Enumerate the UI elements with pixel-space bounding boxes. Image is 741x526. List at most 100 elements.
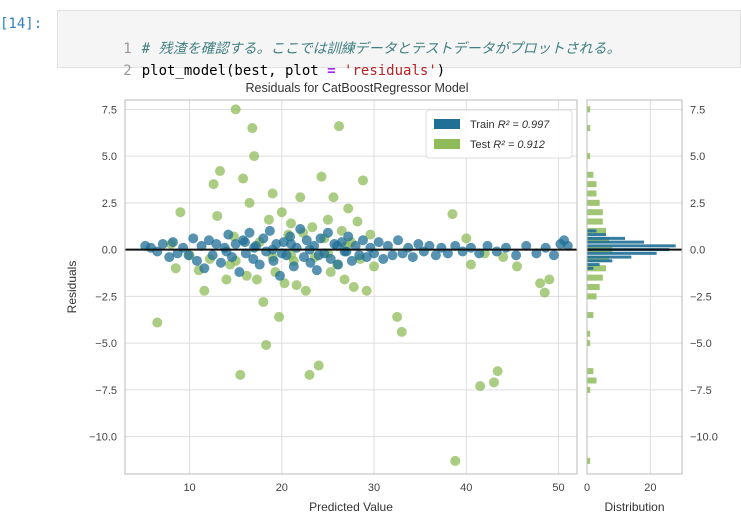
right-y-tick-label: 2.5 <box>690 198 705 210</box>
test-hist-bar <box>587 199 600 206</box>
test-point <box>361 285 372 296</box>
train-point <box>264 225 275 236</box>
test-point <box>286 218 297 229</box>
train-point <box>288 261 299 272</box>
legend-swatch-train <box>434 119 460 129</box>
train-point <box>305 257 316 268</box>
code-comment: # 残渣を確認する。ここでは訓練データとテストデータがプロットされる。 <box>141 41 621 57</box>
legend-label-r2: R² = 0.912 <box>493 139 545 151</box>
x-axis-label: Predicted Value <box>309 500 393 514</box>
test-point <box>212 210 223 221</box>
legend-label-test: Test R² = 0.912 <box>470 139 545 151</box>
y-tick-label: 7.5 <box>102 104 117 116</box>
test-point <box>488 377 499 388</box>
test-point <box>251 274 262 285</box>
train-point <box>298 252 309 263</box>
test-point <box>392 311 403 322</box>
train-point <box>548 250 559 261</box>
test-hist-bar <box>587 284 600 290</box>
dist-background <box>587 100 682 474</box>
test-point <box>343 203 354 214</box>
chart-title: Residuals for CatBoostRegressor Model <box>245 81 468 95</box>
test-point <box>175 207 186 218</box>
train-point <box>350 240 361 251</box>
test-hist-bar <box>587 106 591 113</box>
train-point <box>215 257 226 268</box>
train-point <box>361 252 372 263</box>
test-point <box>544 274 555 285</box>
train-point <box>188 233 199 244</box>
train-point <box>295 224 306 235</box>
plot-frame <box>124 99 578 475</box>
train-point <box>346 255 357 266</box>
train-point <box>285 231 296 242</box>
test-hist-bar <box>587 181 597 188</box>
test-point <box>241 270 252 281</box>
test-point <box>357 175 368 186</box>
train-point <box>521 240 532 251</box>
train-point <box>430 250 441 261</box>
test-point <box>475 381 486 392</box>
train-point <box>244 227 255 238</box>
test-point <box>244 197 255 208</box>
test-point <box>352 216 363 227</box>
train-point <box>325 253 336 264</box>
train-point <box>531 248 542 259</box>
train-point <box>199 263 210 274</box>
line-number: 2 <box>123 63 132 79</box>
train-point <box>413 238 424 249</box>
train-point <box>311 265 322 276</box>
distribution-histogram <box>587 106 682 464</box>
test-point <box>339 274 350 285</box>
dist-axis-label: Distribution <box>604 500 664 514</box>
dist-x-tick-label: 20 <box>644 482 656 494</box>
train-point <box>183 250 194 261</box>
y-tick-label: −5.0 <box>95 338 117 350</box>
train-point <box>387 250 398 261</box>
test-point <box>199 285 210 296</box>
y-tick-label: 5.0 <box>102 151 117 163</box>
test-hist-bar <box>587 386 591 393</box>
train-point <box>500 242 511 253</box>
code-operator: = <box>327 63 336 79</box>
line-number: 1 <box>123 41 132 57</box>
test-point <box>313 360 324 371</box>
test-point <box>447 209 458 220</box>
train-point <box>240 248 251 259</box>
train-point <box>207 250 218 261</box>
test-point <box>365 229 376 240</box>
train-point <box>474 248 485 259</box>
test-point <box>535 278 546 289</box>
test-point <box>215 166 226 177</box>
y-tick-label: −2.5 <box>95 291 117 303</box>
test-point <box>276 207 287 218</box>
train-point <box>239 237 250 248</box>
test-point <box>261 339 272 350</box>
train-point <box>424 240 435 251</box>
train-hist-bar <box>587 240 644 244</box>
right-y-tick-label: −10.0 <box>690 432 718 444</box>
train-point <box>540 242 551 253</box>
legend-box <box>425 109 573 159</box>
train-point <box>191 255 202 266</box>
test-hist-bar <box>587 153 591 160</box>
axis-labels: 7.5 5.0 2.5 0.0 −2.5 −5.0 −7.5 −10.0 7.5 5.0 2.5 0.… <box>65 81 718 514</box>
code-cell[interactable]: 1 # 残渣を確認する。ここでは訓練データとテストデータがプロットされる。 2 pl… <box>57 10 741 79</box>
test-hist-bar <box>587 237 610 244</box>
train-point <box>230 238 241 249</box>
train-point <box>268 255 279 266</box>
legend: Train R² = 0.997 Test R² = 0.912 <box>425 109 573 159</box>
test-point <box>279 278 290 289</box>
train-point <box>341 246 352 257</box>
dist-frame <box>586 99 683 475</box>
right-y-tick-label: 0.0 <box>690 245 705 257</box>
train-point <box>315 233 326 244</box>
train-point <box>465 242 476 253</box>
legend-label-train: Train R² = 0.997 <box>470 119 550 131</box>
train-point <box>203 235 214 246</box>
test-point <box>295 192 306 203</box>
code-text: plot_model(best, plot <box>141 63 328 79</box>
test-hist-bar <box>587 190 597 197</box>
legend-swatch-test <box>434 139 460 149</box>
legend-label-prefix: Test <box>470 139 493 151</box>
